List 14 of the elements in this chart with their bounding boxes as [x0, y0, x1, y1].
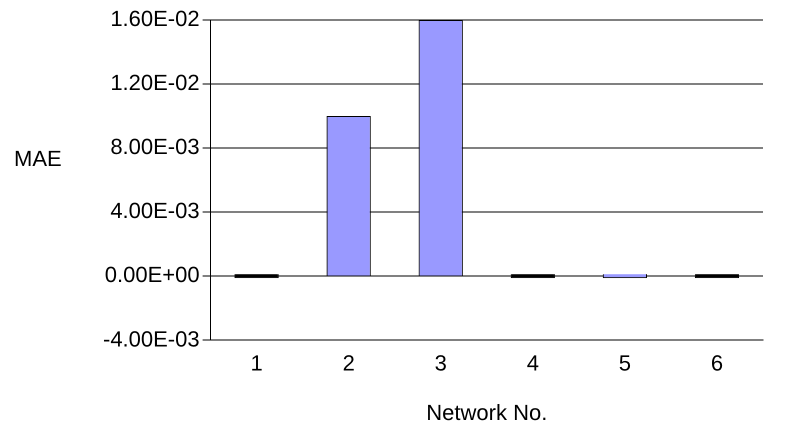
y-tick-label: 1.60E-02: [110, 6, 200, 32]
x-tick-label: 5: [618, 350, 632, 376]
x-tick-label: 4: [526, 350, 539, 376]
x-tick-label: 2: [342, 350, 355, 376]
x-tick-label: 1: [250, 350, 263, 376]
y-tick-label: 8.00E-03: [110, 134, 200, 160]
x-axis-title: Network No.: [426, 400, 548, 425]
x-tick-label: 6: [710, 350, 724, 376]
y-tick-label: 1.20E-02: [110, 70, 200, 96]
y-tick-label: -4.00E-03: [102, 326, 200, 352]
y-axis-title: MAE: [14, 146, 62, 172]
x-tick-label: 3: [434, 350, 447, 376]
y-tick-label: 4.00E-03: [110, 198, 200, 224]
y-tick-label: 0.00E+00: [104, 262, 200, 288]
